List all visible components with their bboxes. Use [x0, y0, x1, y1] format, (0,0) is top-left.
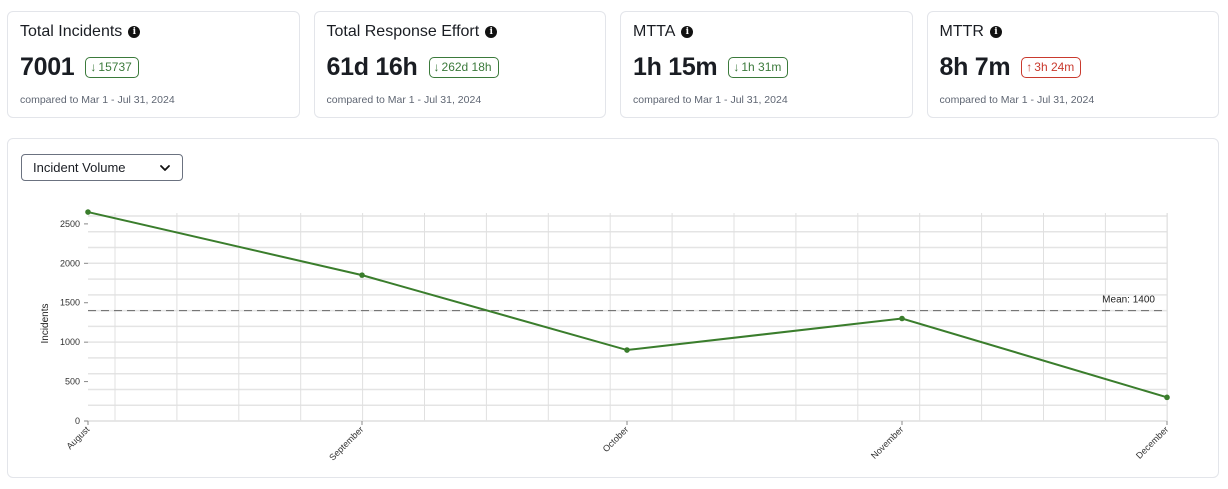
y-axis-label: Incidents: [40, 303, 51, 343]
card-title: MTTA i: [633, 22, 900, 42]
card-title-label: MTTA: [633, 23, 676, 40]
info-icon[interactable]: i: [128, 26, 141, 38]
card-mttr: MTTR i 8h 7m ↑ 3h 24m compared to Mar 1 …: [926, 11, 1219, 118]
card-value: 8h 7m: [939, 52, 1011, 81]
card-value: 7001: [20, 52, 75, 81]
x-tick-label: September: [327, 424, 365, 462]
delta-value: 1h 31m: [741, 60, 782, 74]
x-tick-label: November: [869, 424, 905, 460]
y-tick-label: 500: [65, 377, 80, 387]
delta-badge: ↓ 1h 31m: [728, 56, 789, 78]
compare-text: compared to Mar 1 - Jul 31, 2024: [20, 94, 175, 106]
chart-panel: Incident Volume: [7, 138, 1219, 478]
compare-text: compared to Mar 1 - Jul 31, 2024: [939, 94, 1095, 106]
chart-grid: [88, 213, 1168, 422]
metric-select[interactable]: Incident Volume: [21, 154, 183, 181]
info-icon[interactable]: i: [681, 26, 694, 38]
card-value: 61d 16h: [326, 52, 418, 81]
data-point[interactable]: [899, 315, 905, 322]
data-point[interactable]: [624, 347, 630, 353]
card-total-incidents: Total Incidents i 7001 ↓ 15737 compared …: [7, 11, 300, 118]
x-tick-label: August: [65, 424, 92, 451]
card-title-label: MTTR: [939, 23, 984, 40]
card-title-label: Total Incidents: [20, 23, 123, 40]
delta-badge: ↓ 15737: [85, 56, 139, 78]
chart-series: [85, 209, 1170, 401]
y-tick-label: 2000: [60, 258, 80, 268]
delta-badge: ↑ 3h 24m: [1021, 56, 1082, 78]
y-tick-label: 0: [75, 416, 80, 426]
card-mtta: MTTA i 1h 15m ↓ 1h 31m compared to Mar 1…: [620, 11, 913, 118]
kpi-cards: Total Incidents i 7001 ↓ 15737 compared …: [7, 11, 1219, 118]
metric-select-value: Incident Volume: [33, 160, 126, 175]
x-tick-label: October: [601, 424, 631, 454]
info-icon[interactable]: i: [989, 26, 1002, 38]
data-point[interactable]: [1164, 394, 1170, 401]
arrow-down-icon: ↓: [90, 60, 97, 74]
data-point[interactable]: [359, 272, 365, 278]
card-total-response-effort: Total Response Effort i 61d 16h ↓ 262d 1…: [313, 11, 606, 118]
delta-badge: ↓ 262d 18h: [428, 56, 499, 78]
chevron-down-icon: [160, 164, 170, 171]
card-title: Total Response Effort i: [327, 22, 594, 42]
delta-value: 3h 24m: [1034, 60, 1075, 74]
x-tick-label: December: [1134, 424, 1170, 460]
mean-label: Mean: 1400: [1102, 295, 1155, 306]
y-tick-label: 2500: [60, 219, 80, 229]
data-point[interactable]: [85, 209, 91, 215]
y-tick-label: 1500: [60, 298, 80, 308]
info-icon[interactable]: i: [485, 26, 498, 38]
arrow-up-icon: ↑: [1026, 60, 1033, 74]
arrow-down-icon: ↓: [433, 60, 440, 74]
mean-line: Mean: 1400: [88, 295, 1167, 312]
y-tick-label: 1000: [60, 337, 80, 347]
card-value: 1h 15m: [633, 52, 718, 81]
arrow-down-icon: ↓: [733, 60, 740, 74]
card-title-label: Total Response Effort: [326, 23, 480, 40]
card-title: MTTR i: [940, 22, 1207, 42]
chart-axes: 0 500 1000 1500 2000 2500 August September Octob…: [40, 219, 1170, 463]
compare-text: compared to Mar 1 - Jul 31, 2024: [326, 94, 482, 106]
card-title: Total Incidents i: [20, 22, 287, 42]
compare-text: compared to Mar 1 - Jul 31, 2024: [633, 94, 788, 106]
delta-value: 15737: [98, 60, 132, 74]
delta-value: 262d 18h: [441, 60, 492, 74]
